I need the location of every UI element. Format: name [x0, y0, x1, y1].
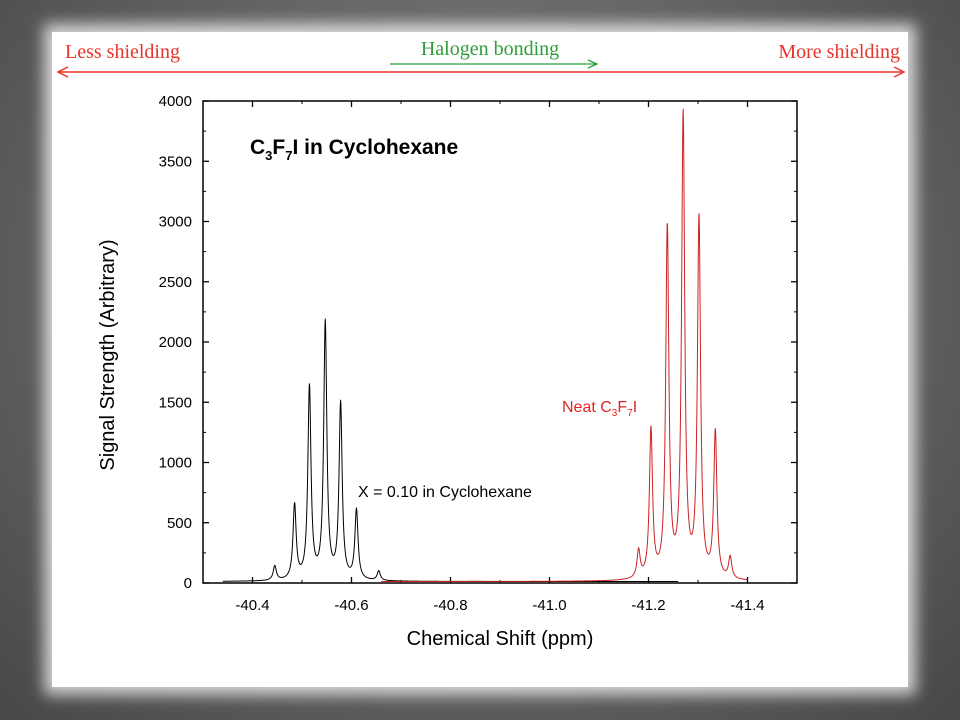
- y-tick-label: 4000: [159, 93, 192, 110]
- halogen-bonding-arrow: [390, 59, 599, 69]
- y-axis-label: Signal Strength (Arbitrary): [97, 239, 119, 470]
- x-tick-label: -40.8: [433, 597, 467, 614]
- x-tick-label: -41.0: [532, 597, 566, 614]
- x-tick-label: -40.4: [235, 597, 269, 614]
- slide: [52, 32, 908, 687]
- series-label-neat: Neat C3F7I: [562, 399, 637, 419]
- x-axis-label: Chemical Shift (ppm): [407, 628, 594, 650]
- shielding-arrow: [56, 66, 906, 78]
- y-tick-label: 2500: [159, 274, 192, 291]
- y-tick-label: 3500: [159, 153, 192, 170]
- y-tick-label: 500: [167, 515, 192, 532]
- y-tick-label: 0: [184, 575, 192, 592]
- y-tick-label: 3000: [159, 214, 192, 231]
- plot-frame: [202, 100, 798, 584]
- x-tick-label: -40.6: [334, 597, 368, 614]
- y-tick-label: 1500: [159, 394, 192, 411]
- series-label-cyclohexane: X = 0.10 in Cyclohexane: [358, 484, 532, 501]
- less-shielding-label: Less shielding: [65, 41, 180, 63]
- more-shielding-label: More shielding: [778, 41, 900, 63]
- chart-title: C3F7I in Cyclohexane: [250, 136, 458, 163]
- y-tick-label: 1000: [159, 455, 192, 472]
- x-tick-label: -41.4: [730, 597, 764, 614]
- series-line-cyclohexane: [222, 318, 679, 583]
- tick-labels: -40.4 -40.6 -40.8 -41.0 -41.2 -41.4 0 500 1000 15…: [159, 93, 765, 614]
- series-layer: [222, 108, 748, 583]
- axis-ticks: [203, 100, 797, 584]
- x-tick-label: -41.2: [631, 597, 665, 614]
- y-tick-label: 2000: [159, 334, 192, 351]
- halogen-bonding-label: Halogen bonding: [421, 38, 559, 60]
- series-line-neat: [380, 108, 748, 582]
